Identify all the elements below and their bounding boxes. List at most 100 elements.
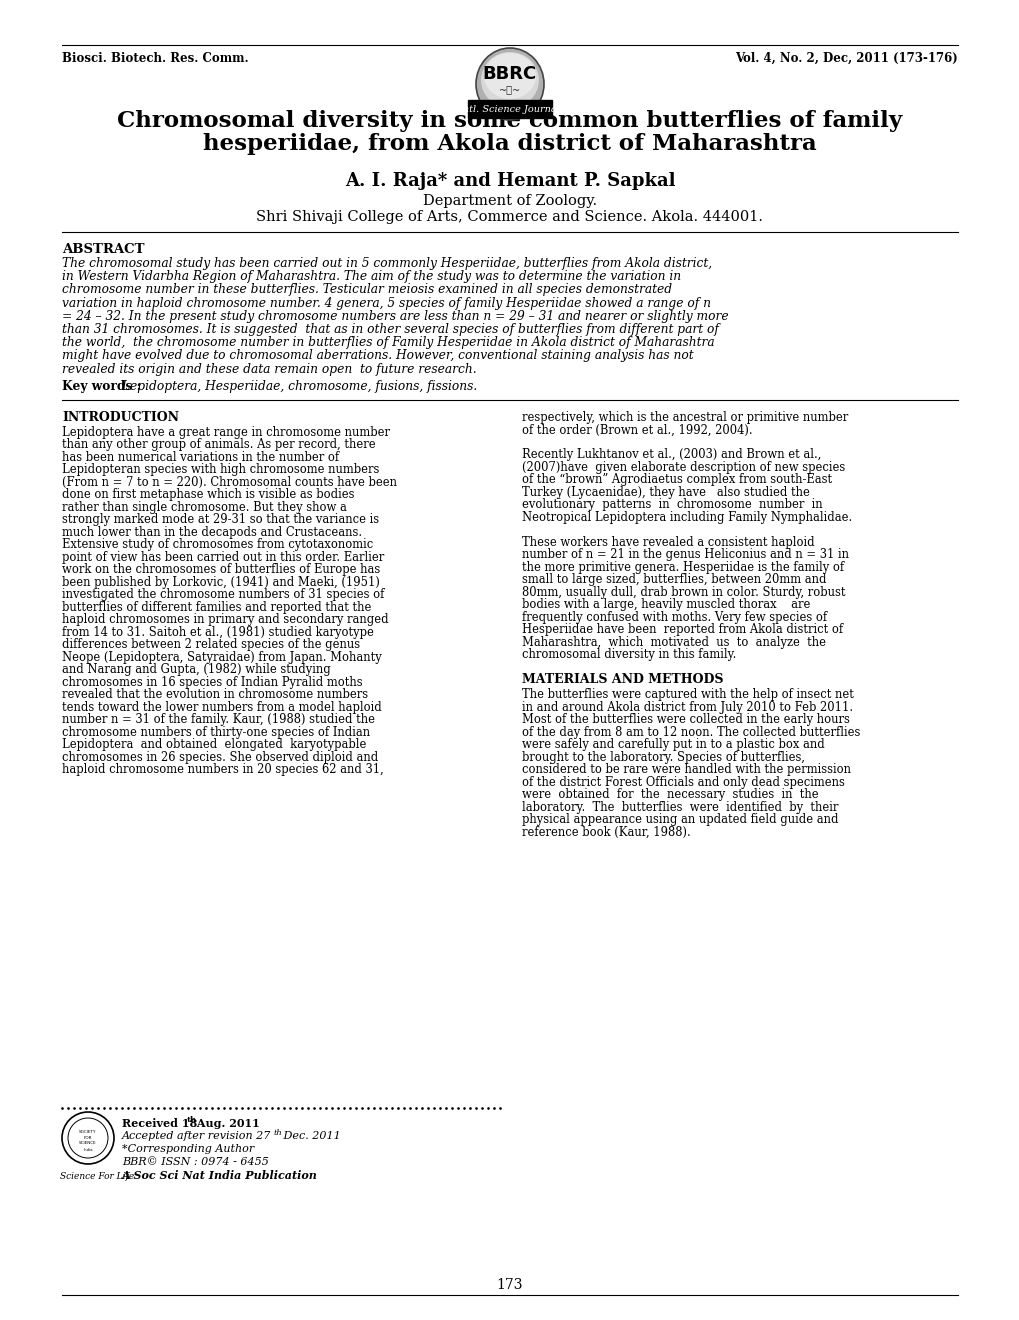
Text: investigated the chromosome numbers of 31 species of: investigated the chromosome numbers of 3… — [62, 589, 384, 602]
Text: done on first metaphase which is visible as bodies: done on first metaphase which is visible… — [62, 488, 355, 502]
Text: from 14 to 31. Saitoh et al., (1981) studied karyotype: from 14 to 31. Saitoh et al., (1981) stu… — [62, 626, 374, 639]
Text: India: India — [84, 1148, 93, 1152]
Text: Lepidopteran species with high chromosome numbers: Lepidopteran species with high chromosom… — [62, 463, 379, 477]
Text: of the district Forest Officials and only dead specimens: of the district Forest Officials and onl… — [522, 776, 844, 789]
Text: Received 18: Received 18 — [122, 1118, 197, 1129]
Text: Extensive study of chromosomes from cytotaxonomic: Extensive study of chromosomes from cyto… — [62, 539, 373, 552]
Text: evolutionary  patterns  in  chromosome  number  in: evolutionary patterns in chromosome numb… — [522, 498, 821, 511]
Text: bodies with a large, heavily muscled thorax    are: bodies with a large, heavily muscled tho… — [522, 598, 809, 611]
Text: Science For Life: Science For Life — [60, 1172, 135, 1181]
Text: Accepted after revision 27: Accepted after revision 27 — [122, 1131, 271, 1140]
Text: much lower than in the decapods and Crustaceans.: much lower than in the decapods and Crus… — [62, 525, 362, 539]
Text: has been numerical variations in the number of: has been numerical variations in the num… — [62, 451, 338, 463]
Text: The chromosomal study has been carried out in 5 commonly Hesperiidae, butterflie: The chromosomal study has been carried o… — [62, 257, 711, 271]
Text: Most of the butterflies were collected in the early hours: Most of the butterflies were collected i… — [522, 713, 849, 726]
Text: of the day from 8 am to 12 noon. The collected butterflies: of the day from 8 am to 12 noon. The col… — [522, 726, 860, 739]
Text: The butterflies were captured with the help of insect net: The butterflies were captured with the h… — [522, 688, 853, 701]
Text: variation in haploid chromosome number. 4 genera, 5 species of family Hesperiida: variation in haploid chromosome number. … — [62, 297, 710, 310]
Text: haploid chromosome numbers in 20 species 62 and 31,: haploid chromosome numbers in 20 species… — [62, 763, 383, 776]
Text: BBRC: BBRC — [482, 65, 537, 83]
Text: were safely and carefully put in to a plastic box and: were safely and carefully put in to a pl… — [522, 738, 824, 751]
Text: small to large sized, butterflies, between 20mm and: small to large sized, butterflies, betwe… — [522, 573, 825, 586]
Text: BBR© ISSN : 0974 - 6455: BBR© ISSN : 0974 - 6455 — [122, 1158, 269, 1167]
Text: = 24 – 32. In the present study chromosome numbers are less than n = 29 – 31 and: = 24 – 32. In the present study chromoso… — [62, 310, 728, 323]
Text: Neope (Lepidoptera, Satyraidae) from Japan. Mohanty: Neope (Lepidoptera, Satyraidae) from Jap… — [62, 651, 381, 664]
Ellipse shape — [484, 53, 535, 99]
Text: frequently confused with moths. Very few species of: frequently confused with moths. Very few… — [522, 611, 826, 624]
Text: work on the chromosomes of butterflies of Europe has: work on the chromosomes of butterflies o… — [62, 564, 380, 577]
Text: Aug. 2011: Aug. 2011 — [193, 1118, 260, 1129]
Text: hesperiidae, from Akola district of Maharashtra: hesperiidae, from Akola district of Maha… — [203, 133, 816, 154]
Text: and Narang and Gupta, (1982) while studying: and Narang and Gupta, (1982) while study… — [62, 663, 330, 676]
Text: 173: 173 — [496, 1278, 523, 1292]
Text: might have evolved due to chromosomal aberrations. However, conventional stainin: might have evolved due to chromosomal ab… — [62, 350, 693, 363]
Text: laboratory.  The  butterflies  were  identified  by  their: laboratory. The butterflies were identif… — [522, 801, 838, 814]
Text: Hesperiidae have been  reported from Akola district of: Hesperiidae have been reported from Akol… — [522, 623, 843, 636]
Text: revealed its origin and these data remain open  to future research.: revealed its origin and these data remai… — [62, 363, 476, 376]
Text: Shri Shivaji College of Arts, Commerce and Science. Akola. 444001.: Shri Shivaji College of Arts, Commerce a… — [256, 210, 763, 224]
Text: reference book (Kaur, 1988).: reference book (Kaur, 1988). — [522, 826, 690, 838]
Text: considered to be rare were handled with the permission: considered to be rare were handled with … — [522, 763, 850, 776]
Text: chromosomes in 26 species. She observed diploid and: chromosomes in 26 species. She observed … — [62, 751, 378, 764]
Text: Dec. 2011: Dec. 2011 — [280, 1131, 340, 1140]
Text: were  obtained  for  the  necessary  studies  in  the: were obtained for the necessary studies … — [522, 788, 818, 801]
Text: ABSTRACT: ABSTRACT — [62, 243, 145, 256]
Text: th: th — [274, 1129, 282, 1137]
Text: rather than single chromosome. But they show a: rather than single chromosome. But they … — [62, 500, 346, 513]
Text: chromosome numbers of thirty-one species of Indian: chromosome numbers of thirty-one species… — [62, 726, 370, 739]
Text: number of n = 21 in the genus Heliconius and n = 31 in: number of n = 21 in the genus Heliconius… — [522, 548, 848, 561]
Text: point of view has been carried out in this order. Earlier: point of view has been carried out in th… — [62, 550, 384, 564]
Text: the more primitive genera. Hesperiidae is the family of: the more primitive genera. Hesperiidae i… — [522, 561, 844, 574]
Text: Lepidoptera have a great range in chromosome number: Lepidoptera have a great range in chromo… — [62, 426, 389, 438]
Text: A. I. Raja* and Hemant P. Sapkal: A. I. Raja* and Hemant P. Sapkal — [344, 172, 675, 190]
Text: respectively, which is the ancestral or primitive number: respectively, which is the ancestral or … — [522, 411, 848, 424]
Text: in and around Akola district from July 2010 to Feb 2011.: in and around Akola district from July 2… — [522, 701, 852, 714]
Text: chromosomes in 16 species of Indian Pyralid moths: chromosomes in 16 species of Indian Pyra… — [62, 676, 363, 689]
Text: haploid chromosomes in primary and secondary ranged: haploid chromosomes in primary and secon… — [62, 614, 388, 626]
Text: number n = 31 of the family. Kaur, (1988) studied the: number n = 31 of the family. Kaur, (1988… — [62, 713, 375, 726]
Text: Biosci. Biotech. Res. Comm.: Biosci. Biotech. Res. Comm. — [62, 51, 249, 65]
Text: MATERIALS AND METHODS: MATERIALS AND METHODS — [522, 673, 722, 686]
Text: Maharashtra,  which  motivated  us  to  analyze  the: Maharashtra, which motivated us to analy… — [522, 636, 825, 649]
Ellipse shape — [481, 51, 538, 108]
Ellipse shape — [476, 48, 543, 120]
Text: than 31 chromosomes. It is suggested  that as in other several species of butter: than 31 chromosomes. It is suggested tha… — [62, 323, 718, 337]
Text: Turkey (Lycaenidae), they have   also studied the: Turkey (Lycaenidae), they have also stud… — [522, 486, 809, 499]
Text: INTRODUCTION: INTRODUCTION — [62, 411, 178, 424]
Text: Lepidoptera, Hesperiidae, chromosome, fusions, fissions.: Lepidoptera, Hesperiidae, chromosome, fu… — [118, 380, 477, 393]
Text: *Corresponding Author: *Corresponding Author — [122, 1144, 254, 1154]
Text: ~≋~: ~≋~ — [498, 86, 521, 95]
Text: brought to the laboratory. Species of butterflies,: brought to the laboratory. Species of bu… — [522, 751, 804, 764]
Text: SCIENCE: SCIENCE — [79, 1140, 97, 1144]
Text: Recently Lukhtanov et al., (2003) and Brown et al.,: Recently Lukhtanov et al., (2003) and Br… — [522, 449, 820, 461]
Text: than any other group of animals. As per record, there: than any other group of animals. As per … — [62, 438, 375, 451]
Circle shape — [62, 1111, 114, 1164]
Text: differences between 2 related species of the genus: differences between 2 related species of… — [62, 639, 360, 651]
Text: been published by Lorkovic, (1941) and Maeki, (1951): been published by Lorkovic, (1941) and M… — [62, 576, 379, 589]
Text: chromosome number in these butterflies. Testicular meiosis examined in all speci: chromosome number in these butterflies. … — [62, 284, 672, 297]
Text: of the order (Brown et al., 1992, 2004).: of the order (Brown et al., 1992, 2004). — [522, 424, 752, 437]
Text: Lepidoptera  and obtained  elongated  karyotypable: Lepidoptera and obtained elongated karyo… — [62, 738, 366, 751]
Text: the world,  the chromosome number in butterflies of Family Hesperiidae in Akola : the world, the chromosome number in butt… — [62, 337, 714, 350]
Text: chromosomal diversity in this family.: chromosomal diversity in this family. — [522, 648, 736, 661]
Text: Department of Zoology.: Department of Zoology. — [423, 194, 596, 209]
Text: tends toward the lower numbers from a model haploid: tends toward the lower numbers from a mo… — [62, 701, 381, 714]
Text: Chromosomal diversity in some common butterflies of family: Chromosomal diversity in some common but… — [117, 110, 902, 132]
Text: in Western Vidarbha Region of Maharashtra. The aim of the study was to determine: in Western Vidarbha Region of Maharashtr… — [62, 271, 681, 284]
Text: th: th — [186, 1115, 197, 1125]
Text: SOCIETY: SOCIETY — [79, 1130, 97, 1134]
Text: physical appearance using an updated field guide and: physical appearance using an updated fie… — [522, 813, 838, 826]
Text: These workers have revealed a consistent haploid: These workers have revealed a consistent… — [522, 536, 814, 549]
Text: A Soc Sci Nat India Publication: A Soc Sci Nat India Publication — [122, 1170, 318, 1181]
Text: (2007)have  given elaborate description of new species: (2007)have given elaborate description o… — [522, 461, 845, 474]
FancyBboxPatch shape — [468, 100, 551, 117]
Text: of the “brown” Agrodiaetus complex from south-East: of the “brown” Agrodiaetus complex from … — [522, 474, 832, 486]
Text: strongly marked mode at 29-31 so that the variance is: strongly marked mode at 29-31 so that th… — [62, 513, 379, 527]
Text: FOR: FOR — [84, 1137, 92, 1140]
Text: Intl. Science Journal: Intl. Science Journal — [460, 104, 559, 114]
Text: Vol. 4, No. 2, Dec, 2011 (173-176): Vol. 4, No. 2, Dec, 2011 (173-176) — [735, 51, 957, 65]
Text: revealed that the evolution in chromosome numbers: revealed that the evolution in chromosom… — [62, 688, 368, 701]
Text: 80mm, usually dull, drab brown in color. Sturdy, robust: 80mm, usually dull, drab brown in color.… — [522, 586, 845, 599]
Text: (From n = 7 to n = 220). Chromosomal counts have been: (From n = 7 to n = 220). Chromosomal cou… — [62, 475, 396, 488]
Text: Key words :: Key words : — [62, 380, 141, 393]
